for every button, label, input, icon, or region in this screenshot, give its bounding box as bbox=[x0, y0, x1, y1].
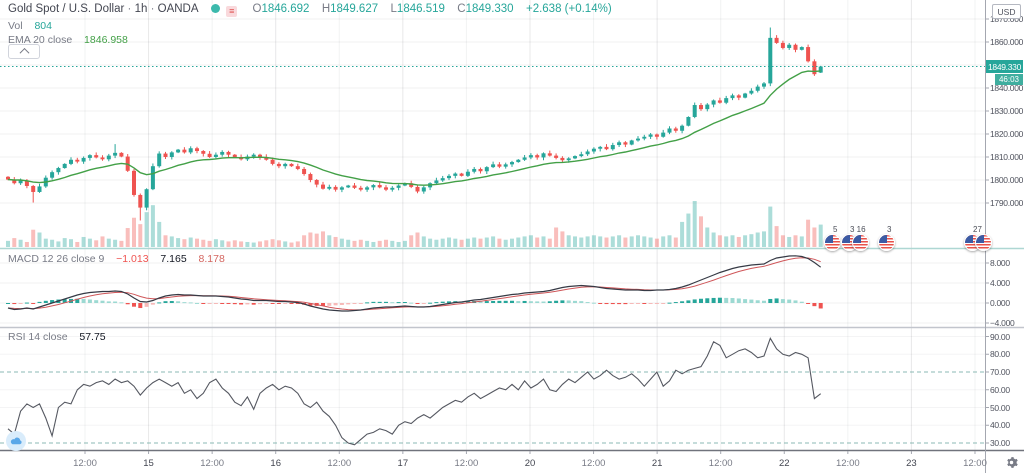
time-label-12-00: 12:00 bbox=[963, 458, 987, 469]
last-price-badge: 1849.330 bbox=[986, 60, 1023, 73]
price-tick-label: 1860.000 bbox=[990, 37, 1024, 47]
close-label: C bbox=[457, 3, 466, 15]
separator: · bbox=[150, 3, 155, 15]
volume-legend[interactable]: Vol 804 bbox=[8, 20, 52, 32]
collapse-legend-button[interactable] bbox=[8, 44, 40, 59]
interval-label: 1h bbox=[134, 3, 148, 15]
close-value: 1849.330 bbox=[465, 3, 514, 15]
macd-tick-label: −4.000 bbox=[990, 318, 1015, 328]
ema-label: EMA 20 close bbox=[8, 34, 73, 46]
rsi-tick-label: 70.00 bbox=[990, 367, 1010, 377]
macd-tick-label: 0.000 bbox=[990, 298, 1010, 308]
low-value: 1846.519 bbox=[396, 3, 445, 15]
rsi-legend[interactable]: RSI 14 close 57.75 bbox=[8, 331, 106, 343]
price-tick-label: 1790.000 bbox=[990, 198, 1024, 208]
time-label-16: 16 bbox=[270, 458, 281, 469]
ema-legend[interactable]: EMA 20 close 1846.958 bbox=[8, 34, 128, 46]
idea-marker-bubble[interactable]: 5 bbox=[824, 226, 841, 251]
candles-layer bbox=[6, 27, 823, 221]
macd-layer bbox=[6, 255, 823, 312]
flag-avatar-icon bbox=[852, 234, 869, 251]
time-label-12-00: 12:00 bbox=[200, 458, 225, 469]
volume-value: 804 bbox=[34, 20, 52, 32]
price-tick-label: 1810.000 bbox=[990, 152, 1024, 162]
macd-line-value: 7.165 bbox=[160, 253, 187, 265]
macd-tick-label: 4.000 bbox=[990, 278, 1010, 288]
rsi-tick-label: 50.00 bbox=[990, 402, 1010, 413]
ema-value: 1846.958 bbox=[84, 34, 128, 46]
price-tick-label: 1830.000 bbox=[990, 106, 1024, 116]
bar-countdown-badge: 46:03 bbox=[995, 74, 1023, 85]
time-label-23: 23 bbox=[906, 458, 917, 469]
open-value: 1846.692 bbox=[261, 3, 310, 15]
symbol-title: Gold Spot / U.S. Dollar bbox=[8, 3, 125, 15]
rsi-tick-label: 30.00 bbox=[990, 438, 1010, 448]
time-label-20: 20 bbox=[524, 458, 536, 469]
idea-marker-bubble[interactable]: 27 bbox=[964, 226, 992, 251]
time-label-12-00: 12:00 bbox=[454, 458, 479, 469]
open-label: O bbox=[252, 3, 262, 15]
rsi-tick-label: 90.00 bbox=[990, 331, 1010, 342]
time-label-12-00: 12:00 bbox=[73, 458, 97, 469]
exchange-label: OANDA bbox=[157, 3, 198, 15]
volume-label: Vol bbox=[8, 20, 23, 32]
macd-hist-value: −1.013 bbox=[116, 253, 149, 265]
flag-avatar-icon bbox=[975, 234, 992, 251]
change-value: +2.638 (+0.14%) bbox=[525, 3, 612, 15]
separator: · bbox=[127, 3, 132, 15]
idea-marker-bubble[interactable]: 3 16 bbox=[841, 226, 869, 251]
price-tick-label: 1870.000 bbox=[990, 14, 1024, 24]
idea-count: 27 bbox=[973, 225, 982, 234]
low-label: L bbox=[390, 3, 397, 15]
chevron-up-icon bbox=[19, 47, 29, 58]
high-label: H bbox=[321, 3, 331, 15]
idea-count: 3 16 bbox=[850, 225, 866, 234]
marker-dot-icon[interactable] bbox=[211, 4, 221, 13]
rsi-tick-label: 40.00 bbox=[990, 420, 1010, 431]
price-tick-label: 1840.000 bbox=[990, 83, 1024, 93]
time-label-12-00: 12:00 bbox=[835, 458, 860, 469]
time-label-15: 15 bbox=[143, 458, 154, 469]
rsi-label: RSI 14 close bbox=[8, 331, 68, 343]
macd-label: MACD 12 26 close 9 bbox=[8, 253, 105, 265]
macd-legend[interactable]: MACD 12 26 close 9 −1.013 7.165 8.178 bbox=[8, 253, 225, 265]
symbol-legend[interactable]: Gold Spot / U.S. Dollar · 1h · OANDA ≡ O… bbox=[8, 3, 612, 17]
idea-count: 3 bbox=[887, 225, 892, 234]
grid-layer bbox=[0, 0, 985, 450]
idea-cloud-icon[interactable] bbox=[6, 431, 26, 451]
price-tick-label: 1800.000 bbox=[990, 175, 1024, 185]
settings-gear-icon[interactable] bbox=[1005, 456, 1018, 469]
rsi-layer bbox=[7, 337, 822, 446]
price-tick-label: 1820.000 bbox=[990, 129, 1024, 139]
ema-line bbox=[7, 70, 821, 186]
idea-marker-bubble[interactable]: 3 bbox=[878, 226, 895, 251]
time-label-22: 22 bbox=[778, 458, 790, 469]
currency-button[interactable]: USD bbox=[992, 4, 1021, 19]
rsi-tick-label: 80.00 bbox=[990, 349, 1010, 360]
idea-count: 5 bbox=[833, 225, 838, 234]
macd-tick-label: 8.000 bbox=[990, 258, 1010, 268]
volume-layer bbox=[6, 201, 823, 247]
flag-avatar-icon bbox=[878, 234, 895, 251]
ideas-menu-icon[interactable]: ≡ bbox=[226, 6, 238, 17]
rsi-value: 57.75 bbox=[79, 331, 106, 343]
flag-avatar-icon bbox=[824, 234, 841, 251]
rsi-tick-label: 60.00 bbox=[990, 384, 1010, 395]
time-label-12-00: 12:00 bbox=[581, 458, 606, 469]
time-label-17: 17 bbox=[397, 458, 409, 469]
time-label-12-00: 12:00 bbox=[327, 458, 352, 469]
high-value: 1849.627 bbox=[330, 3, 379, 15]
time-label-21: 21 bbox=[651, 458, 663, 469]
time-label-12-00: 12:00 bbox=[708, 458, 733, 469]
macd-signal-value: 8.178 bbox=[198, 253, 225, 265]
